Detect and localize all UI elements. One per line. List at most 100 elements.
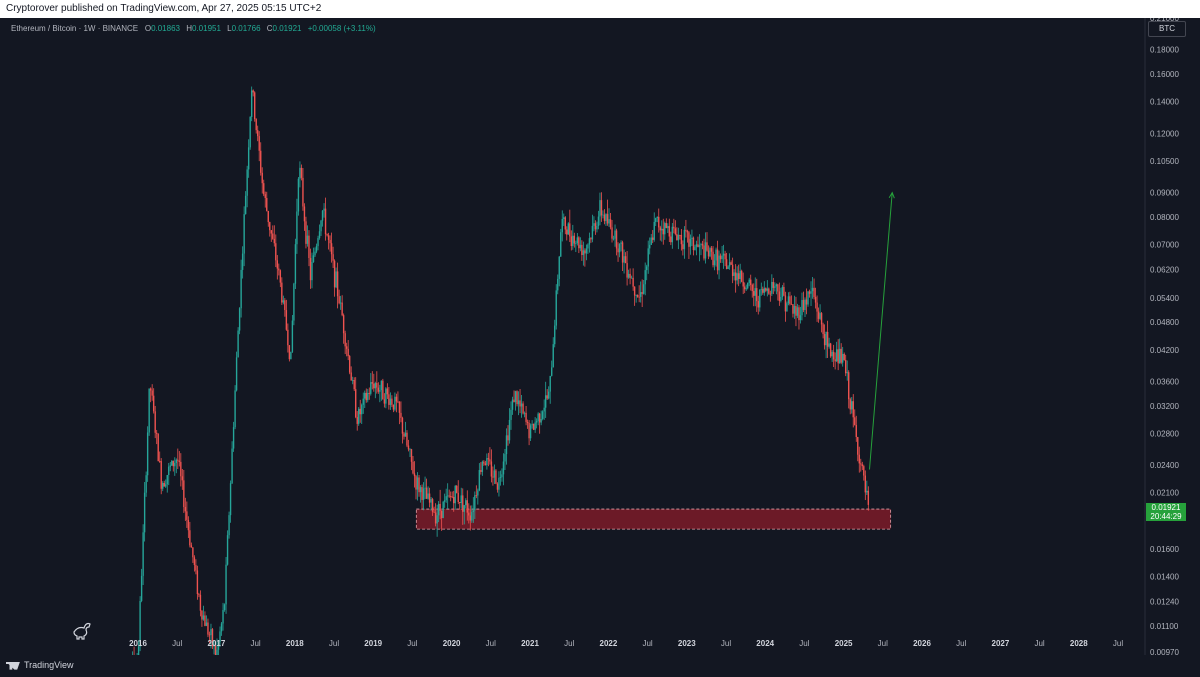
candle-body [492,476,494,478]
candle-body [600,200,603,216]
price-tick-label: 0.04800 [1150,318,1179,327]
candle-body [217,641,220,650]
candle-body [808,291,811,294]
candle-body [623,256,625,263]
candle-body [379,390,381,392]
candle-body [347,348,349,357]
candle-body [279,270,282,283]
candle-body [573,235,576,244]
time-tick-label: Jul [642,639,652,648]
symbol-name[interactable]: Ethereum / Bitcoin · 1W · BINANCE [11,24,139,33]
candle-body [549,375,551,392]
candle-body [798,307,800,321]
candle-body [710,248,713,252]
candle-body [505,435,508,455]
candle-body [845,359,847,374]
candle-body [861,464,863,467]
candle-body [358,408,360,424]
candle-body [831,351,833,357]
candle-body [368,392,370,394]
candle-body [260,150,262,173]
time-tick-label: Jul [329,639,339,648]
change-value: +0.00058 (+3.11%) [307,24,376,33]
candle-body [567,223,569,235]
candle-body [757,301,759,308]
candle-body [465,500,467,506]
projection-arrow-layer [868,191,895,470]
support-zone[interactable] [415,508,892,530]
candle-body [361,404,363,415]
candle-body [178,460,181,462]
candle-body [554,325,556,345]
candle-body [486,458,488,466]
candle-body [775,284,778,287]
candle-body [535,421,538,423]
low-value: 0.01766 [231,24,261,33]
candle-body [740,270,743,282]
candle-body [159,461,161,462]
candle-body [241,253,244,270]
candle-body [703,245,705,259]
candle-body [186,511,188,520]
candle-body [852,401,854,418]
publisher-text: Cryptorover published on TradingView.com… [6,3,322,14]
candle-body [783,286,785,296]
candle-body [594,223,597,230]
candle-body [166,475,168,485]
candle-body [308,235,310,259]
candle-body [285,310,288,330]
candle-body [760,288,762,290]
projection-arrow-shaft[interactable] [868,192,893,470]
candle-body [290,351,292,360]
candle-body [391,398,393,405]
candle-body [234,390,236,428]
candle-body [683,229,686,250]
candle-body [351,379,354,381]
candle-body [344,333,346,347]
time-tick-label: 2028 [1070,639,1088,648]
candle-body [244,195,247,215]
candle-body [579,244,582,249]
candle-body [317,238,319,247]
candle-body [768,288,770,294]
candle-body [261,172,263,184]
candle-body [201,610,203,620]
candle-body [269,222,271,231]
candle-body [823,334,826,346]
candle-body [564,217,566,230]
candle-body [140,575,143,601]
candle-body [385,388,387,404]
candle-body [753,291,755,296]
candle-body [422,488,425,500]
candle-body [309,258,312,281]
candle-body [728,262,731,267]
candle-body [231,448,233,484]
candle-body [585,248,588,254]
candle-body [324,208,327,235]
price-chart[interactable]: 0.320000.280000.240000.210000.180000.160… [0,18,1200,655]
candle-body [820,313,823,325]
price-tick-label: 0.09000 [1150,189,1179,198]
candle-body [686,231,689,233]
candle-body [272,233,274,239]
candle-body [190,545,193,548]
candle-body [665,223,667,228]
candle-body [305,221,307,244]
candle-body [359,408,361,415]
candle-body [673,226,675,229]
tradingview-logo[interactable]: TradingView [6,660,74,670]
candle-body [709,248,711,257]
candle-body [546,395,548,399]
time-tick-label: 2019 [364,639,382,648]
candle-body [247,147,250,170]
candle-body [855,424,857,438]
candle-body [472,510,475,513]
candle-body [229,483,232,516]
candle-body [618,244,621,253]
candle-body [541,411,544,419]
currency-badge[interactable]: BTC [1148,21,1186,37]
candle-body [487,458,490,460]
candle-body [716,249,719,271]
candle-body [192,547,194,558]
candle-body [273,238,275,244]
